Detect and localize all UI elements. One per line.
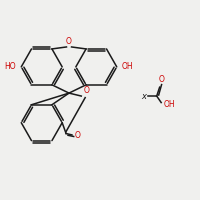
Text: O: O: [74, 131, 80, 140]
Text: OH: OH: [122, 62, 133, 71]
Text: O: O: [84, 86, 89, 95]
Text: OH: OH: [163, 100, 175, 109]
Text: O: O: [159, 75, 165, 84]
Text: x: x: [142, 92, 147, 101]
Text: O: O: [66, 37, 72, 46]
Text: HO: HO: [4, 62, 15, 71]
